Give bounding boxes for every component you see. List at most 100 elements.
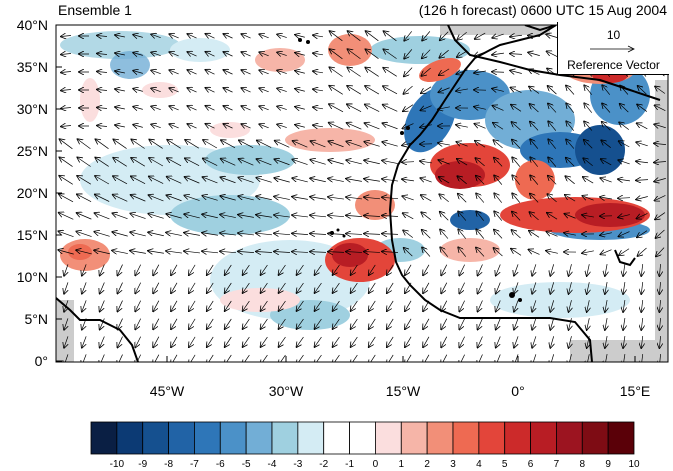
wind-vector-arrow: [82, 354, 87, 362]
wind-vector-arrow: [310, 160, 326, 165]
wind-vector-arrow: [189, 264, 196, 275]
wind-vector-arrow: [203, 140, 218, 149]
wind-vector-arrow: [636, 180, 649, 181]
wind-vector-arrow: [292, 252, 309, 253]
wind-vector-arrow: [584, 103, 593, 113]
wind-vector-arrow: [441, 282, 448, 294]
wind-vector-arrow: [238, 233, 254, 235]
wind-vector-arrow: [241, 88, 251, 92]
wind-vector-arrow: [274, 159, 290, 166]
wind-vector-arrow: [100, 264, 105, 275]
wind-vector-arrow: [478, 354, 483, 362]
wind-vector-arrow: [493, 106, 504, 111]
wind-vector-arrow: [496, 318, 501, 329]
wind-vector-arrow: [220, 196, 236, 201]
wind-vector-arrow: [261, 354, 268, 362]
wind-vector-arrow: [441, 318, 448, 330]
wind-vector-arrow: [423, 336, 430, 347]
wind-vector-arrow: [95, 213, 110, 220]
wind-vector-arrow: [550, 300, 553, 312]
reference-vector-title: Reference Vector: [567, 58, 660, 72]
wind-vector-arrow: [148, 251, 164, 253]
wind-vector-arrow: [514, 336, 518, 347]
wind-vector-arrow: [496, 282, 501, 293]
wind-vector-arrow: [100, 300, 105, 311]
wind-vector-arrow: [584, 121, 593, 131]
wind-vector-arrow: [241, 70, 251, 74]
wind-vector-arrow: [584, 85, 593, 95]
wind-vector-arrow: [225, 318, 232, 329]
wind-vector-arrow: [171, 264, 178, 275]
wind-vector-arrow: [202, 251, 218, 253]
wind-vector-arrow: [329, 67, 343, 77]
wind-vector-arrow: [475, 158, 485, 167]
wind-vector-arrow: [149, 140, 163, 149]
wind-vector-arrow: [421, 86, 432, 93]
reference-arrow-icon: [590, 45, 635, 53]
wind-vector-arrow: [185, 177, 200, 184]
wind-vector-arrow: [333, 300, 340, 311]
wind-vector-arrow: [369, 354, 376, 362]
wind-vector-arrow: [458, 247, 467, 257]
wind-vector-arrow: [459, 282, 465, 294]
colorbar-tick-label: 4: [476, 459, 482, 470]
wind-vector-arrow: [547, 213, 558, 220]
wind-vector-arrow: [602, 85, 611, 95]
wind-vector-arrow: [207, 264, 214, 275]
wind-vector-arrow: [382, 234, 399, 235]
wind-vector-arrow: [623, 318, 625, 330]
wind-vector-arrow: [440, 212, 449, 221]
wind-vector-arrow: [95, 176, 110, 185]
wind-vector-arrow: [347, 86, 362, 95]
colorbar-tick-label: 2: [424, 459, 430, 470]
wind-vector-arrow: [329, 123, 344, 130]
wind-vector-arrow: [494, 175, 503, 185]
wind-vector-arrow: [569, 282, 572, 294]
wind-vector-arrow: [131, 176, 146, 184]
wind-vector-arrow: [315, 264, 322, 275]
wind-vector-arrow: [600, 233, 612, 236]
wind-vector-arrow: [328, 141, 344, 148]
wind-vector-arrow: [346, 252, 363, 253]
wind-vector-arrow: [459, 300, 465, 312]
wind-vector-arrow: [166, 214, 182, 219]
wind-vector-arrow: [329, 86, 343, 95]
wind-vector-arrow: [569, 318, 572, 330]
wind-vector-arrow: [274, 215, 290, 217]
wind-vector-arrow: [60, 139, 73, 150]
wind-vector-arrow: [310, 178, 326, 182]
wind-vector-arrow: [274, 178, 290, 183]
wind-vector-arrow: [655, 212, 666, 220]
wind-vector-arrow: [532, 264, 536, 275]
wind-vector-arrow: [659, 263, 660, 276]
wind-vector-arrow: [405, 318, 412, 329]
lat-label-40n: 40°N: [16, 17, 48, 33]
colorbar-tick-label: -4: [267, 459, 277, 470]
wind-vector-arrow: [297, 282, 304, 293]
wind-vector-arrow: [532, 354, 536, 362]
wind-vector-arrow: [655, 105, 666, 112]
reference-vector-magnitude: 10: [606, 28, 621, 42]
wind-vector-arrow: [189, 336, 196, 347]
lat-label-25n: 25°N: [16, 143, 48, 159]
wind-vector-arrow: [512, 212, 521, 221]
wind-vector-arrow: [605, 300, 607, 312]
wind-vector-arrow: [133, 89, 143, 92]
wind-vector-arrow: [171, 318, 178, 329]
wind-vector-arrow: [439, 49, 449, 58]
wind-vector-arrow: [492, 53, 504, 55]
colorbar-swatch: [194, 421, 221, 455]
wind-vector-arrow: [187, 106, 197, 110]
wind-vector-arrow: [115, 107, 125, 109]
wind-vector-arrow: [439, 177, 450, 184]
wind-vector-arrow: [587, 354, 590, 362]
wind-vector-arrow: [421, 195, 432, 202]
wind-vector-arrow: [530, 104, 539, 113]
wind-vector-arrow: [279, 282, 286, 293]
wind-vector-arrow: [529, 87, 540, 94]
wind-vector-arrow: [496, 300, 501, 311]
wind-vector-arrow: [440, 229, 449, 239]
wind-vector-arrow: [243, 318, 250, 329]
wind-vector-arrow: [115, 35, 125, 37]
wind-vector-arrow: [259, 88, 269, 92]
